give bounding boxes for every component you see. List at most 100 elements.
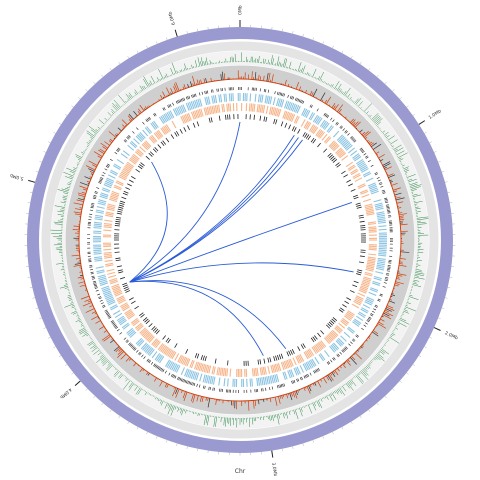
gc-skew-bar (77, 192, 86, 196)
gc-content-bar (314, 77, 317, 79)
forward-gene (138, 133, 145, 140)
forward-gene (335, 340, 342, 347)
forward-gene (308, 112, 314, 120)
gc-content-bar (346, 382, 354, 391)
gc-content-bar (417, 221, 426, 224)
forward-gene (189, 101, 193, 110)
ncrna-mark (114, 225, 120, 227)
gene-mark (365, 322, 368, 325)
gc-content-bar (334, 390, 336, 394)
minor-tick (136, 426, 139, 430)
gene-mark (347, 133, 350, 136)
gc-content-bar (387, 135, 395, 141)
gc-skew-bar (98, 149, 105, 155)
forward-gene (228, 93, 231, 102)
ncrna-mark (118, 204, 124, 207)
reverse-gene (259, 367, 262, 376)
gc-content-bar (95, 129, 99, 132)
forward-gene (266, 95, 269, 104)
gc-content-bar (278, 61, 280, 67)
forward-gene (307, 361, 312, 369)
forward-gene (136, 134, 144, 141)
reverse-gene (368, 227, 377, 230)
gc-content-bar (62, 197, 67, 199)
ncrna-mark (314, 335, 318, 340)
reverse-gene (109, 198, 118, 203)
forward-gene (100, 192, 109, 196)
gc-content-bar (168, 403, 171, 409)
gene-mark (307, 373, 310, 377)
gc-content-bar (362, 368, 369, 376)
gc-skew-bar (121, 124, 126, 128)
reverse-gene (148, 336, 155, 343)
gc-content-bar (116, 368, 118, 371)
forward-gene (98, 277, 107, 281)
forward-gene (94, 221, 103, 224)
reverse-gene (364, 203, 373, 207)
forward-gene (100, 194, 108, 198)
forward-gene (211, 95, 214, 104)
gene-mark (128, 135, 131, 138)
gc-skew-bar (320, 379, 322, 382)
minor-tick (58, 122, 62, 125)
ncrna-mark (149, 151, 155, 156)
gc-content-bar (86, 132, 95, 139)
forward-gene (376, 211, 385, 214)
forward-gene (218, 377, 221, 386)
gc-skew-bar (367, 140, 369, 142)
forward-gene (105, 179, 114, 184)
forward-gene (363, 172, 372, 178)
gene-mark (316, 368, 319, 372)
ncrna-mark (353, 280, 359, 284)
gene-mark (359, 147, 363, 150)
gene-mark (161, 368, 164, 372)
ncrna-mark (122, 192, 128, 196)
gene-mark (314, 369, 317, 373)
ncrna-mark (115, 218, 121, 221)
reverse-gene (344, 315, 352, 321)
gc-skew-bar (109, 138, 113, 142)
gene-mark (352, 139, 356, 142)
gc-content-bar (66, 167, 76, 173)
gc-content-bar (365, 111, 369, 115)
outer-grey-band (41, 41, 439, 439)
minor-tick (368, 409, 371, 412)
ncrna-mark (135, 169, 141, 173)
ncrna-mark (356, 204, 362, 207)
gc-skew-bar (317, 380, 322, 388)
gc-content-bar (384, 135, 387, 137)
gene-mark (355, 335, 359, 338)
gc-content-bar (397, 155, 399, 157)
gene-mark (183, 97, 186, 101)
gene-mark (326, 361, 330, 365)
forward-gene (269, 96, 273, 105)
gc-content-bar (300, 407, 303, 412)
gc-content-bar (341, 92, 344, 95)
gc-skew-bar (203, 78, 206, 83)
gc-content-bar (143, 85, 146, 90)
reverse-gene (111, 190, 120, 195)
forward-gene (218, 94, 221, 103)
forward-gene (319, 353, 326, 361)
gc-skew-bar (396, 201, 404, 204)
ncrna-mark (335, 162, 340, 166)
gene-mark (114, 325, 118, 328)
major-tick (28, 179, 36, 183)
reverse-gene (151, 338, 158, 346)
gc-skew-bar (342, 363, 346, 368)
gc-content-bar (409, 183, 418, 187)
gc-content-bar (382, 346, 384, 349)
minor-tick (146, 431, 148, 435)
gene-mark (282, 93, 284, 97)
reverse-gene (357, 183, 366, 188)
forward-gene (376, 266, 385, 269)
gc-content-bar (285, 411, 289, 419)
ncrna-mark (355, 202, 361, 205)
minor-tick (35, 307, 39, 309)
gc-skew-bar (76, 199, 84, 202)
forward-gene (287, 101, 291, 110)
ncrna-mark (327, 152, 332, 157)
synteny-link (129, 280, 264, 356)
gene-mark (374, 172, 378, 174)
gene-mark (105, 312, 109, 314)
